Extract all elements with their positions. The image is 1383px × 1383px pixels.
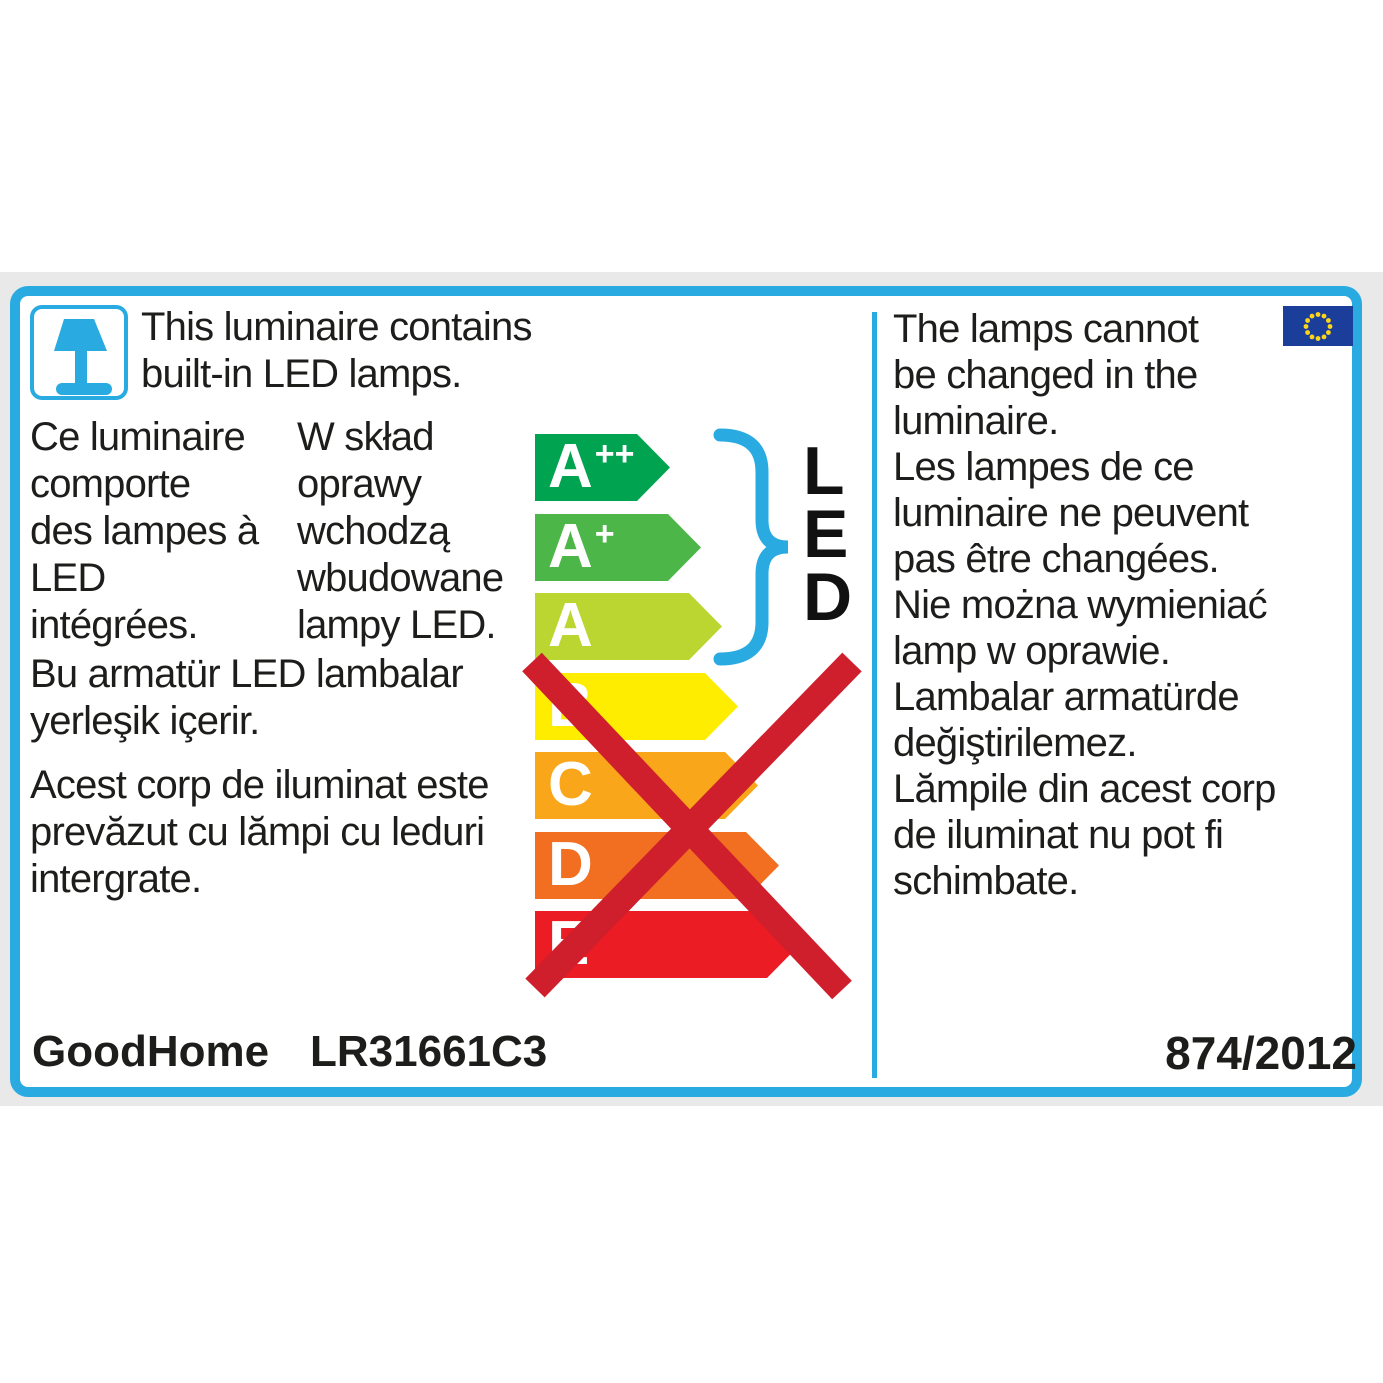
regulation-number: 874/2012 [1165,1027,1357,1079]
text-line: oprawy [297,462,422,506]
heading-english: This luminaire contains built-in LED lam… [141,304,532,398]
text-line: lampy LED. [297,603,497,647]
text-line: comporte [30,462,191,506]
text-line: intergrate. [30,857,202,901]
energy-class-a: A [535,593,722,660]
text-line: W skład [297,415,434,459]
text-line: be changed in the [893,353,1198,397]
right-column-text: The lamps cannot be changed in the lumin… [893,306,1276,904]
text-line: Nie można wymieniać [893,583,1268,627]
text-polish: W skład oprawy wchodzą wbudowane lampy L… [297,414,504,649]
energy-class-letter: A++ [548,432,635,501]
text-line: LED [30,556,106,600]
table-lamp-glyph [54,319,112,395]
text-line: prevăzut cu lămpi cu leduri [30,810,485,854]
text-line: des lampes à [30,509,259,553]
text-line: de iluminat nu pot fi [893,813,1224,857]
text-line: Lambalar armatürde [893,675,1240,719]
table-lamp-icon [30,305,128,400]
text-line: değiştirilemez. [893,721,1137,765]
text-line: wchodzą [297,509,450,553]
text-line: wbudowane [297,556,504,600]
text-line: luminaire. [893,399,1059,443]
text-line: Bu armatür LED lambalar [30,652,464,696]
text-line: Acest corp de iluminat este [30,763,489,807]
text-french: Ce luminaire comporte des lampes à LED i… [30,414,259,649]
text-turkish: Bu armatür LED lambalar yerleşik içerir. [30,651,464,745]
brand-name: GoodHome [32,1027,270,1076]
text-romanian: Acest corp de iluminat este prevăzut cu … [30,762,489,903]
energy-class-sup: ++ [594,435,635,473]
led-brace [713,428,789,666]
text-line: Ce luminaire [30,415,246,459]
text-line: intégrées. [30,603,198,647]
energy-class-letter: D [548,830,593,899]
text-line: Les lampes de ce [893,445,1195,489]
model-number: LR31661C3 [310,1027,548,1076]
text-line: pas être changées. [893,537,1220,581]
energy-class-letter: A+ [548,512,615,581]
text-line: luminaire ne peuvent [893,491,1249,535]
text-line: schimbate. [893,859,1079,903]
text-line: lamp w oprawie. [893,629,1171,673]
red-cross-icon [522,652,862,1000]
energy-class-a+: A+ [535,514,701,581]
energy-class-letter: C [548,750,593,819]
energy-class-sup: + [594,515,615,553]
text-line: The lamps cannot [893,307,1199,351]
eu-flag-icon [1283,306,1353,346]
led-label: L E D [803,433,853,635]
text-line: yerleşik içerir. [30,699,260,743]
heading-line: This luminaire contains [141,305,532,349]
energy-class-a++: A++ [535,434,670,501]
text-line: Lămpile din acest corp [893,767,1276,811]
energy-class-letter: A [548,591,593,660]
heading-line: built-in LED lamps. [141,352,462,396]
vertical-divider [872,312,877,1078]
